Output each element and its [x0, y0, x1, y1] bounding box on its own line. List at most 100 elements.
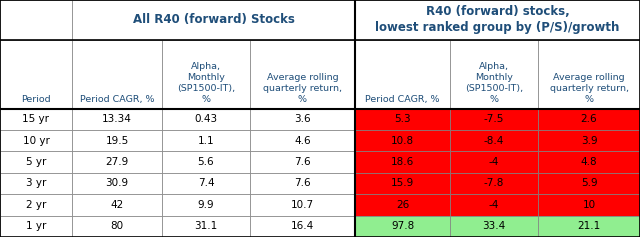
Bar [162, 130, 250, 151]
Text: 5.3: 5.3 [394, 114, 411, 124]
Bar [250, 130, 355, 151]
Bar [0, 216, 72, 237]
Bar [162, 40, 250, 109]
Text: 30.9: 30.9 [106, 178, 129, 188]
Bar [538, 130, 640, 151]
Text: 33.4: 33.4 [483, 221, 506, 231]
Text: 10.7: 10.7 [291, 200, 314, 210]
Text: 26: 26 [396, 200, 409, 210]
Bar [162, 194, 250, 216]
Text: 2 yr: 2 yr [26, 200, 46, 210]
Bar [250, 40, 355, 109]
Text: -4: -4 [489, 200, 499, 210]
Text: 42: 42 [110, 200, 124, 210]
Bar [355, 216, 450, 237]
Bar [355, 130, 450, 151]
Text: 5.6: 5.6 [198, 157, 214, 167]
Bar [450, 109, 538, 130]
Text: -8.4: -8.4 [484, 136, 504, 146]
Bar [450, 173, 538, 194]
Text: 15.9: 15.9 [391, 178, 414, 188]
Bar [355, 194, 450, 216]
Bar [72, 0, 355, 40]
Text: 1.1: 1.1 [198, 136, 214, 146]
Bar [538, 40, 640, 109]
Text: 15 yr: 15 yr [22, 114, 49, 124]
Text: 5 yr: 5 yr [26, 157, 46, 167]
Bar [450, 151, 538, 173]
Bar [0, 194, 72, 216]
Bar [538, 173, 640, 194]
Bar [450, 40, 538, 109]
Text: 7.4: 7.4 [198, 178, 214, 188]
Text: -7.8: -7.8 [484, 178, 504, 188]
Bar [250, 194, 355, 216]
Bar [0, 40, 72, 109]
Bar [72, 173, 162, 194]
Text: 5.9: 5.9 [580, 178, 597, 188]
Bar [250, 173, 355, 194]
Bar [162, 109, 250, 130]
Text: 3.6: 3.6 [294, 114, 311, 124]
Bar [355, 109, 450, 130]
Text: All R40 (forward) Stocks: All R40 (forward) Stocks [132, 14, 294, 26]
Text: -7.5: -7.5 [484, 114, 504, 124]
Text: 9.9: 9.9 [198, 200, 214, 210]
Bar [72, 130, 162, 151]
Bar [538, 194, 640, 216]
Bar [72, 109, 162, 130]
Bar [72, 40, 162, 109]
Text: Alpha,
Monthly
(SP1500-IT),
%: Alpha, Monthly (SP1500-IT), % [177, 62, 235, 105]
Text: Period CAGR, %: Period CAGR, % [80, 96, 154, 105]
Text: 3.9: 3.9 [580, 136, 597, 146]
Bar [162, 173, 250, 194]
Text: 31.1: 31.1 [195, 221, 218, 231]
Text: 10 yr: 10 yr [22, 136, 49, 146]
Text: Average rolling
quarterly return,
%: Average rolling quarterly return, % [263, 73, 342, 105]
Text: 0.43: 0.43 [195, 114, 218, 124]
Text: 16.4: 16.4 [291, 221, 314, 231]
Text: 27.9: 27.9 [106, 157, 129, 167]
Text: 4.6: 4.6 [294, 136, 311, 146]
Text: 21.1: 21.1 [577, 221, 600, 231]
Text: 13.34: 13.34 [102, 114, 132, 124]
Bar [355, 40, 450, 109]
Text: Period: Period [21, 96, 51, 105]
Text: R40 (forward) stocks,
lowest ranked group by (P/S)/growth: R40 (forward) stocks, lowest ranked grou… [375, 5, 620, 34]
Text: Alpha,
Monthly
(SP1500-IT),
%: Alpha, Monthly (SP1500-IT), % [465, 62, 523, 105]
Bar [0, 130, 72, 151]
Bar [450, 194, 538, 216]
Bar [450, 216, 538, 237]
Bar [250, 109, 355, 130]
Text: 19.5: 19.5 [106, 136, 129, 146]
Bar [250, 151, 355, 173]
Text: 80: 80 [111, 221, 124, 231]
Text: 18.6: 18.6 [391, 157, 414, 167]
Bar [162, 216, 250, 237]
Text: 3 yr: 3 yr [26, 178, 46, 188]
Text: 10: 10 [582, 200, 596, 210]
Text: 10.8: 10.8 [391, 136, 414, 146]
Bar [72, 151, 162, 173]
Text: 2.6: 2.6 [580, 114, 597, 124]
Bar [538, 216, 640, 237]
Text: 97.8: 97.8 [391, 221, 414, 231]
Text: 4.8: 4.8 [580, 157, 597, 167]
Bar [355, 151, 450, 173]
Bar [72, 216, 162, 237]
Text: 7.6: 7.6 [294, 178, 311, 188]
Bar [538, 151, 640, 173]
Bar [0, 109, 72, 130]
Text: -4: -4 [489, 157, 499, 167]
Bar [355, 173, 450, 194]
Bar [0, 151, 72, 173]
Bar [0, 0, 72, 40]
Bar [450, 130, 538, 151]
Text: Average rolling
quarterly return,
%: Average rolling quarterly return, % [550, 73, 628, 105]
Bar [538, 109, 640, 130]
Text: Period CAGR, %: Period CAGR, % [365, 96, 440, 105]
Text: 1 yr: 1 yr [26, 221, 46, 231]
Bar [162, 151, 250, 173]
Bar [250, 216, 355, 237]
Bar [0, 173, 72, 194]
